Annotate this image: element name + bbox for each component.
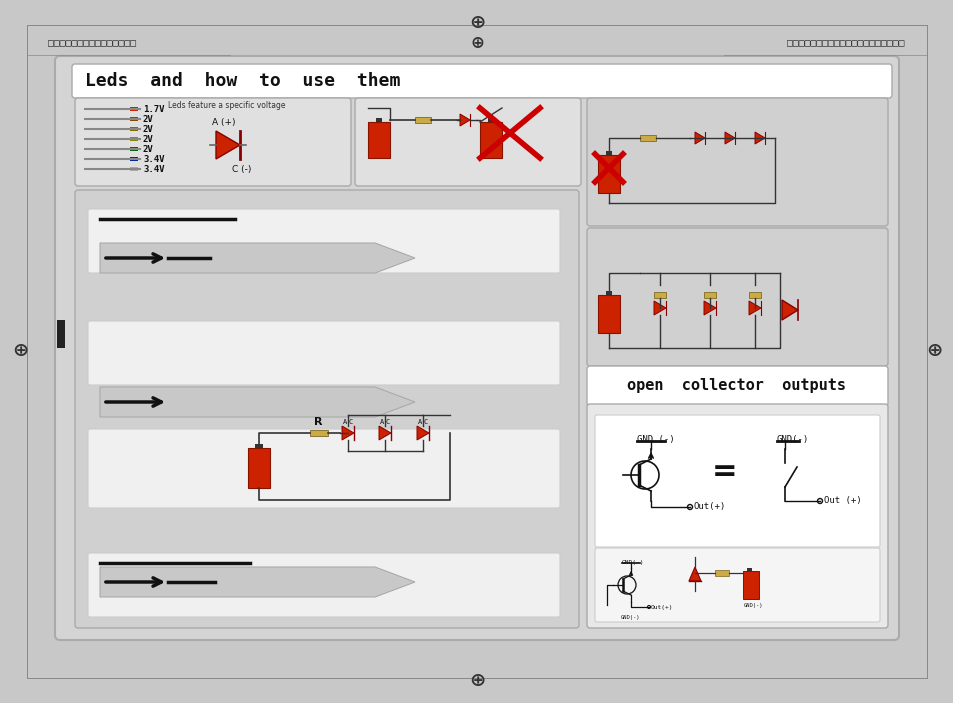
Polygon shape xyxy=(724,132,734,144)
FancyBboxPatch shape xyxy=(595,415,879,547)
FancyBboxPatch shape xyxy=(71,64,891,98)
Polygon shape xyxy=(748,301,760,315)
Bar xyxy=(479,122,501,158)
Bar xyxy=(130,117,138,121)
Polygon shape xyxy=(459,114,470,126)
Bar xyxy=(746,568,751,571)
Text: ⊕: ⊕ xyxy=(468,13,485,32)
Polygon shape xyxy=(100,567,415,597)
Bar xyxy=(375,118,381,122)
Polygon shape xyxy=(703,301,716,315)
FancyBboxPatch shape xyxy=(586,228,887,366)
Text: ⊕: ⊕ xyxy=(470,34,483,52)
Bar xyxy=(415,117,431,123)
Text: C: C xyxy=(386,419,390,425)
Text: 3.4V: 3.4V xyxy=(143,155,164,164)
Text: GND(-): GND(-) xyxy=(620,615,639,620)
FancyBboxPatch shape xyxy=(88,429,559,508)
FancyBboxPatch shape xyxy=(75,190,578,628)
FancyBboxPatch shape xyxy=(355,98,580,186)
Polygon shape xyxy=(100,387,415,417)
Text: GND(-): GND(-) xyxy=(743,603,762,608)
Text: Leds feature a specific voltage: Leds feature a specific voltage xyxy=(168,101,285,110)
Text: C: C xyxy=(349,419,353,425)
Bar xyxy=(605,291,612,295)
Text: open  collector  outputs: open collector outputs xyxy=(627,378,845,394)
Text: R: R xyxy=(314,417,322,427)
Bar xyxy=(605,151,612,155)
Bar xyxy=(310,430,328,436)
FancyBboxPatch shape xyxy=(586,366,887,406)
FancyBboxPatch shape xyxy=(586,404,887,628)
Bar xyxy=(639,135,656,141)
Bar xyxy=(598,155,619,193)
Polygon shape xyxy=(695,132,704,144)
Text: ⊕: ⊕ xyxy=(468,671,485,690)
Polygon shape xyxy=(341,426,354,440)
Polygon shape xyxy=(416,426,429,440)
FancyBboxPatch shape xyxy=(88,209,559,273)
Bar xyxy=(714,570,728,576)
Text: C: C xyxy=(423,419,428,425)
Bar xyxy=(254,444,263,448)
Bar xyxy=(248,448,270,488)
Bar xyxy=(748,292,760,298)
Text: ⊕: ⊕ xyxy=(924,342,942,361)
Bar xyxy=(130,107,138,111)
Text: 2V: 2V xyxy=(143,134,153,143)
Polygon shape xyxy=(100,243,415,273)
Bar xyxy=(703,292,716,298)
Bar xyxy=(742,571,759,599)
Bar xyxy=(130,127,138,131)
Text: A: A xyxy=(343,419,347,425)
Text: A: A xyxy=(417,419,422,425)
Text: □□□□□□□□□□□□□□□: □□□□□□□□□□□□□□□ xyxy=(48,38,136,48)
Text: Out(+): Out(+) xyxy=(693,503,725,512)
Bar xyxy=(368,122,390,158)
Text: ⊕: ⊕ xyxy=(11,342,29,361)
Text: =: = xyxy=(712,456,737,486)
Polygon shape xyxy=(215,131,240,159)
FancyBboxPatch shape xyxy=(55,56,898,640)
Text: 3.4V: 3.4V xyxy=(143,165,164,174)
Bar xyxy=(598,295,619,333)
Polygon shape xyxy=(654,301,665,315)
Text: 2V: 2V xyxy=(143,115,153,124)
Bar xyxy=(130,147,138,151)
FancyBboxPatch shape xyxy=(88,321,559,385)
Text: GND (-): GND (-) xyxy=(637,435,674,444)
Bar xyxy=(488,118,494,122)
Text: □□□□□□□□□□□□□□□□□□□□: □□□□□□□□□□□□□□□□□□□□ xyxy=(786,38,904,48)
Polygon shape xyxy=(688,567,700,581)
Bar xyxy=(130,137,138,141)
Bar xyxy=(654,292,665,298)
Bar xyxy=(57,320,65,348)
FancyBboxPatch shape xyxy=(75,98,351,186)
Text: Out(+): Out(+) xyxy=(650,605,673,610)
FancyBboxPatch shape xyxy=(88,553,559,617)
Text: C (-): C (-) xyxy=(232,165,251,174)
Bar xyxy=(130,157,138,161)
Polygon shape xyxy=(378,426,391,440)
Text: 2V: 2V xyxy=(143,124,153,134)
Text: Leds  and  how  to  use  them: Leds and how to use them xyxy=(85,72,400,90)
Text: Out (+): Out (+) xyxy=(823,496,861,505)
Bar xyxy=(130,167,138,171)
Text: 2V: 2V xyxy=(143,145,153,153)
Text: A: A xyxy=(379,419,384,425)
Polygon shape xyxy=(781,300,797,320)
Text: GND(-): GND(-) xyxy=(776,435,808,444)
FancyBboxPatch shape xyxy=(595,548,879,622)
Text: A (+): A (+) xyxy=(212,118,235,127)
Text: GND(-): GND(-) xyxy=(621,560,644,565)
Polygon shape xyxy=(754,132,764,144)
Text: 1.7V: 1.7V xyxy=(143,105,164,113)
FancyBboxPatch shape xyxy=(586,98,887,226)
